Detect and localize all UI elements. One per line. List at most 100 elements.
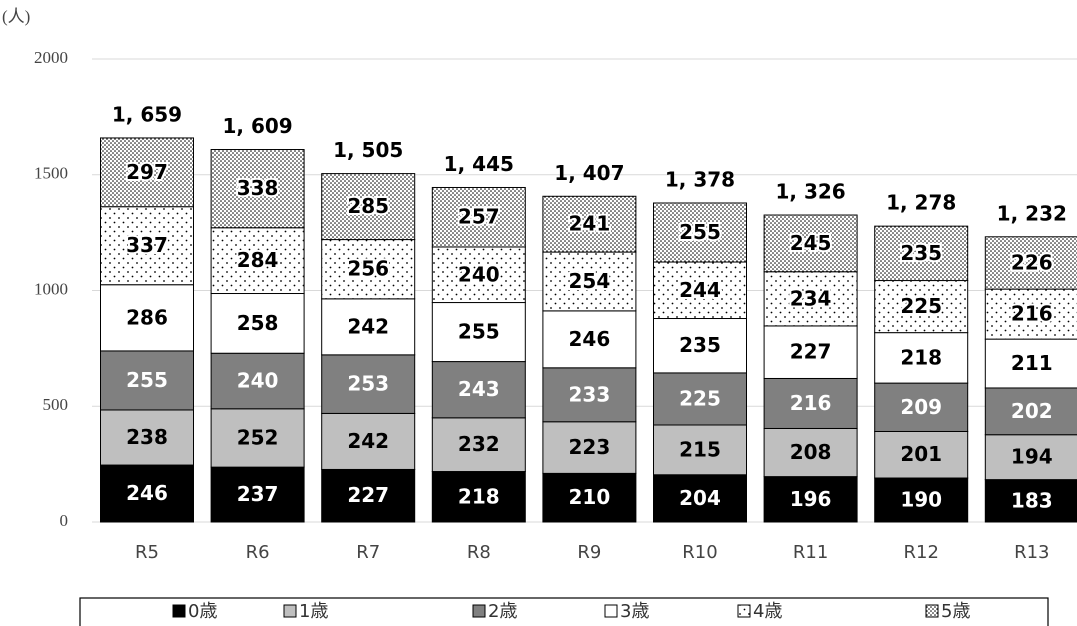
- data-label: 243: [458, 377, 500, 401]
- bar-segment: [100, 464, 194, 523]
- data-label: 241: [569, 212, 611, 236]
- data-label: 190: [900, 488, 942, 512]
- data-label: 194: [1011, 445, 1053, 469]
- total-label: 1, 609: [222, 114, 292, 138]
- bar-segment: [321, 354, 416, 414]
- total-label: 1, 445: [444, 152, 514, 176]
- legend-label: 5歳: [941, 601, 970, 622]
- legend-marker: [737, 604, 751, 618]
- x-tick-label: R9: [577, 542, 601, 563]
- bar-segment: [763, 377, 858, 429]
- x-tick-label: R12: [903, 542, 938, 563]
- bar-segment: [210, 227, 305, 295]
- data-label: 240: [237, 369, 279, 393]
- y-axis-label: (人): [2, 7, 30, 26]
- legend-label: 3歳: [620, 601, 649, 622]
- y-tick-label: 2000: [34, 48, 68, 67]
- legend-label: 4歳: [753, 601, 782, 622]
- legend-marker: [472, 604, 486, 618]
- bar-segment: [431, 246, 526, 304]
- x-tick-label: R11: [793, 542, 828, 563]
- data-label: 216: [790, 391, 832, 415]
- data-label: 257: [458, 205, 500, 229]
- data-label: 208: [790, 440, 832, 464]
- data-label: 255: [679, 220, 721, 244]
- data-label: 242: [347, 429, 389, 453]
- data-label: 183: [1011, 488, 1053, 512]
- y-tick-label: 0: [60, 511, 69, 530]
- data-label: 337: [126, 233, 168, 257]
- bar-segment: [431, 471, 526, 523]
- x-tick-label: R5: [135, 542, 159, 563]
- data-label: 201: [900, 442, 942, 466]
- data-label: 225: [679, 386, 721, 410]
- bar-segment: [321, 298, 416, 356]
- bar-segment: [210, 352, 305, 410]
- data-label: 297: [126, 160, 168, 184]
- bar-segment: [210, 408, 305, 468]
- x-tick-label: R7: [356, 542, 380, 563]
- x-tick-label: R6: [246, 542, 270, 563]
- bar-segment: [210, 466, 305, 523]
- bar-segment: [321, 412, 416, 470]
- data-label: 286: [126, 305, 168, 329]
- data-label: 210: [569, 485, 611, 509]
- data-label: 284: [237, 248, 279, 272]
- data-label: 204: [679, 486, 721, 510]
- data-label: 218: [458, 484, 500, 508]
- data-label: 237: [237, 482, 279, 506]
- data-label: 285: [347, 194, 389, 218]
- bar-segment: [653, 202, 747, 263]
- total-label: 1, 378: [665, 167, 735, 191]
- data-label: 234: [790, 286, 832, 310]
- data-label: 227: [790, 340, 832, 364]
- bar-segment: [984, 479, 1077, 523]
- data-label: 218: [900, 345, 942, 369]
- bar-segment: [874, 280, 969, 334]
- data-label: 255: [126, 368, 168, 392]
- data-label: 216: [1011, 302, 1053, 326]
- legend-box: [79, 597, 1049, 626]
- data-label: 254: [569, 269, 611, 293]
- bar-segment: [653, 261, 747, 320]
- data-label: 246: [569, 327, 611, 351]
- data-label: 227: [347, 483, 389, 507]
- bar-segment: [542, 367, 637, 423]
- bar-segment: [542, 421, 637, 474]
- bar-segment: [763, 476, 858, 523]
- bar-segment: [321, 468, 416, 523]
- data-label: 226: [1011, 250, 1053, 274]
- total-label: 1, 278: [886, 191, 956, 215]
- bar-segment: [874, 225, 969, 282]
- y-tick-label: 500: [43, 395, 69, 414]
- data-label: 196: [790, 487, 832, 511]
- data-label: 258: [237, 311, 279, 335]
- data-label: 235: [679, 333, 721, 357]
- bar-segment: [763, 214, 858, 273]
- data-label: 253: [347, 372, 389, 396]
- legend-label: 2歳: [488, 601, 517, 622]
- legend-marker: [172, 604, 186, 618]
- legend-marker: [925, 604, 939, 618]
- data-label: 238: [126, 425, 168, 449]
- data-label: 211: [1011, 351, 1053, 375]
- data-label: 252: [237, 425, 279, 449]
- bar-segment: [542, 195, 637, 253]
- legend-marker: [283, 604, 297, 618]
- data-label: 225: [900, 294, 942, 318]
- legend-label: 0歳: [188, 601, 217, 622]
- data-label: 245: [790, 231, 832, 255]
- legend-label: 1歳: [299, 601, 328, 622]
- bar-segment: [210, 293, 305, 354]
- data-label: 209: [900, 395, 942, 419]
- data-label: 232: [458, 432, 500, 456]
- data-label: 235: [900, 241, 942, 265]
- total-label: 1, 505: [333, 138, 403, 162]
- data-label: 246: [126, 481, 168, 505]
- x-tick-label: R8: [467, 542, 491, 563]
- bar-segment: [542, 472, 637, 523]
- bar-segment: [874, 332, 969, 384]
- bar-segment: [321, 173, 416, 241]
- data-label: 255: [458, 320, 500, 344]
